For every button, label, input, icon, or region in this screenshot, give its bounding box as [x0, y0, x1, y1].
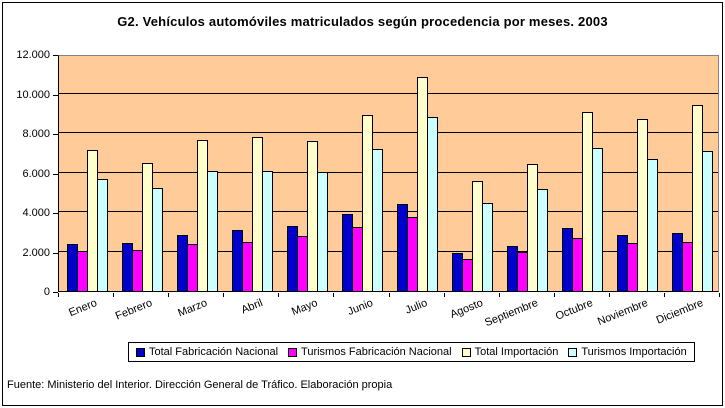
bar-group-febrero — [114, 56, 169, 291]
legend-label: Turismos Importación — [581, 346, 687, 358]
bar-group-diciembre — [665, 56, 720, 291]
bar — [261, 171, 273, 291]
x-tick-mark — [58, 293, 59, 297]
y-tick-label: 6.000 — [22, 167, 50, 180]
bar — [537, 189, 549, 291]
bar-group-enero — [59, 56, 114, 291]
bar — [647, 159, 659, 291]
y-tick-mark — [53, 94, 58, 96]
bar-group-agosto — [445, 56, 500, 291]
gridline — [59, 171, 718, 173]
y-tick-label: 8.000 — [22, 128, 50, 140]
bar-group-septiembre — [500, 56, 555, 291]
legend: Total Fabricación Nacional Turismos Fabri… — [128, 342, 695, 362]
y-tick-label: 4.000 — [22, 207, 50, 219]
bar-group-octubre — [555, 56, 610, 291]
gridline — [59, 250, 718, 252]
bar-group-noviembre — [610, 56, 665, 291]
legend-label: Total Importación — [474, 346, 559, 358]
bar — [482, 203, 494, 291]
legend-swatch-icon — [288, 347, 298, 357]
y-tick-mark — [53, 134, 58, 135]
y-tick-label: 2.000 — [22, 246, 50, 259]
y-tick-mark — [53, 173, 58, 175]
bar-group-marzo — [169, 56, 224, 291]
y-tick-label: 12.000 — [16, 49, 50, 61]
legend-item: Turismos Importación — [568, 346, 687, 358]
plot-area — [58, 55, 719, 292]
x-tick-mark — [333, 293, 334, 297]
bar — [96, 179, 108, 291]
bar-group-junio — [334, 56, 389, 291]
bar — [702, 151, 714, 291]
legend-swatch-icon — [568, 347, 578, 357]
bar-group-abril — [224, 56, 279, 291]
legend-item: Turismos Fabricación Nacional — [288, 346, 452, 358]
gridline — [59, 92, 718, 94]
bar-group-julio — [390, 56, 445, 291]
y-tick-label: 0 — [43, 286, 50, 298]
y-tick-label: 10.000 — [16, 88, 50, 101]
chart-title: G2. Vehículos automóviles matriculados s… — [117, 14, 608, 29]
y-tick-mark — [53, 252, 58, 254]
x-tick-mark — [278, 293, 279, 297]
x-tick-mark — [444, 293, 445, 297]
legend-item: Total Fabricación Nacional — [136, 346, 278, 358]
gridline — [59, 132, 718, 133]
bar — [427, 117, 439, 291]
x-tick-mark — [113, 293, 114, 297]
x-tick-mark — [554, 293, 555, 297]
x-tick-mark — [609, 293, 610, 297]
bar — [206, 171, 218, 291]
legend-swatch-icon — [461, 347, 471, 357]
x-tick-mark — [664, 293, 665, 297]
legend-swatch-icon — [136, 347, 145, 357]
bar — [592, 148, 604, 291]
y-tick-mark — [53, 213, 58, 214]
legend-item: Total Importación — [461, 346, 559, 358]
bar — [316, 172, 328, 291]
bar-group-mayo — [279, 56, 334, 291]
y-tick-mark — [53, 292, 58, 293]
bar — [371, 149, 383, 291]
source-note: Fuente: Ministerio del Interior. Direcci… — [7, 379, 393, 391]
x-tick-mark — [223, 293, 224, 297]
y-tick-mark — [53, 55, 58, 56]
bar — [151, 188, 163, 291]
x-tick-mark — [499, 293, 500, 297]
legend-label: Total Fabricación Nacional — [149, 346, 279, 358]
x-tick-mark — [719, 293, 720, 297]
x-tick-mark — [389, 293, 390, 297]
x-tick-mark — [168, 293, 169, 297]
legend-label: Turismos Fabricación Nacional — [301, 346, 452, 358]
gridline — [59, 211, 718, 212]
